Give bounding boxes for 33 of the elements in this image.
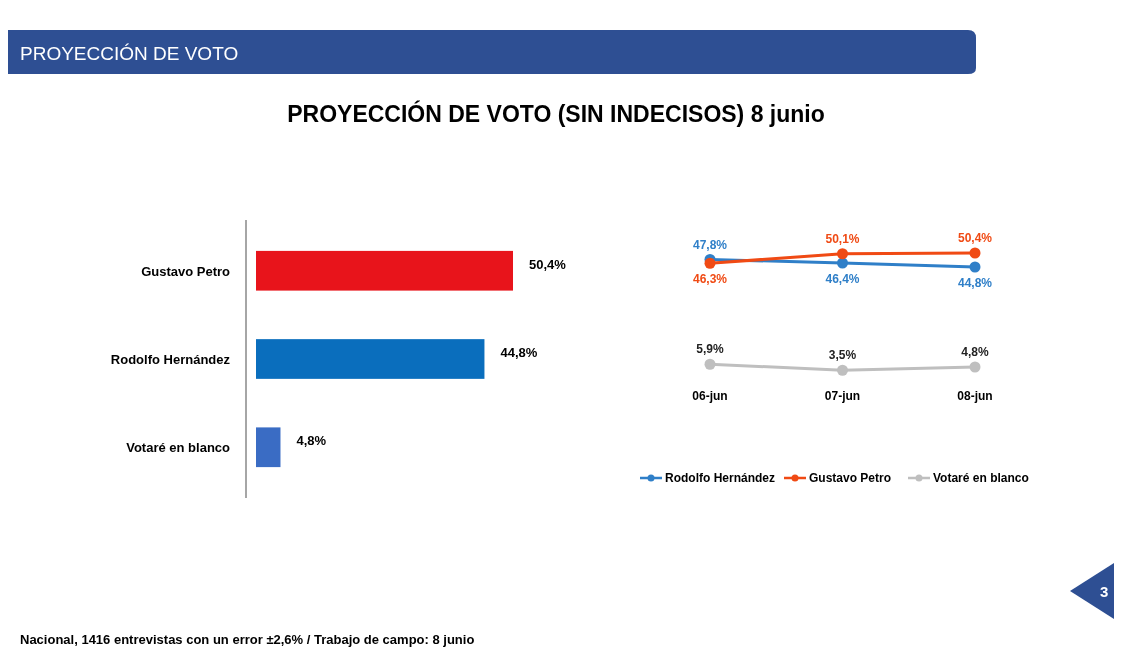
data-label: 44,8% (500, 345, 538, 360)
text: PROYECCIÓN DE VOTO (20, 43, 239, 64)
data-label: 44,8% (957, 276, 993, 290)
legend-label: Votaré en blanco (933, 471, 1029, 485)
data-label: 3,5% (828, 348, 857, 363)
data-label: 50,4% (957, 231, 993, 245)
point (969, 261, 981, 273)
x-tick-label: 08-jun (957, 389, 993, 403)
text: 3 (1100, 583, 1109, 600)
legend-label: Gustavo Petro (809, 471, 892, 485)
data-label: 50,1% (825, 231, 860, 246)
point (837, 257, 848, 269)
data-label: 4,8% (296, 433, 327, 449)
data-label: 5,9% (696, 342, 724, 357)
data-label: 4,8% (961, 345, 989, 359)
data-label: 46,4% (825, 272, 860, 286)
legend-label: Rodolfo Hernández (665, 471, 775, 485)
point (969, 361, 981, 373)
y-tick-label: Gustavo Petro (141, 263, 231, 279)
x-tick-label: 06-jun (692, 389, 728, 403)
y-tick-label: Votaré en blanco (126, 440, 231, 456)
chart-title: PROYECCIÓN DE VOTO (SIN INDECISOS) 8 junio (287, 100, 825, 127)
point (969, 247, 981, 259)
text: Nacional, 1416 entrevistas con un error ±2,6% / Trabajo de campo: 8 junio (20, 632, 475, 647)
point (837, 364, 848, 376)
point (704, 358, 716, 370)
data-label: 47,8% (692, 237, 728, 252)
point (837, 248, 848, 260)
y-tick-label: Rodolfo Hernández (110, 352, 231, 367)
data-label: 46,3% (692, 272, 728, 287)
x-tick-label: 07-jun (824, 389, 861, 403)
data-label: 50,4% (529, 256, 567, 272)
point (704, 257, 716, 269)
